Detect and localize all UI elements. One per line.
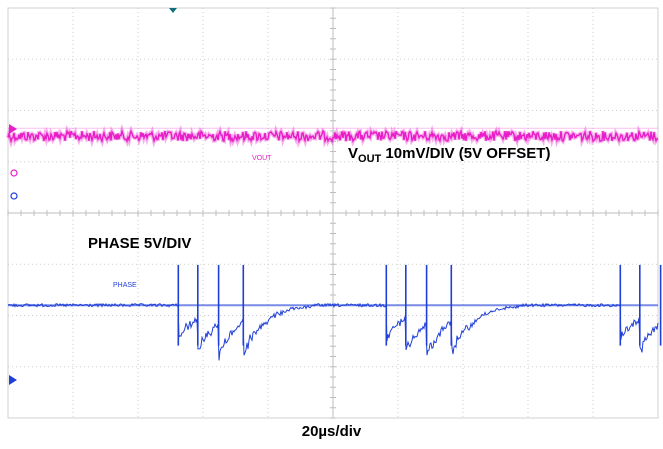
ch2-marker-icon xyxy=(10,192,18,200)
markers xyxy=(9,8,177,385)
vout-annotation-main: V xyxy=(348,145,358,162)
vout-annotation-sub: OUT xyxy=(358,153,382,165)
ch1-marker-icon xyxy=(10,169,18,177)
vout-screen-label: VOUT xyxy=(252,155,272,162)
vout-trace-band xyxy=(6,123,659,149)
x-axis-label: 20µs/div xyxy=(301,423,362,440)
ch1-trigger-level-icon xyxy=(9,124,17,134)
grid xyxy=(7,7,659,419)
vout-annotation-rest: 10mV/DIV (5V OFFSET) xyxy=(381,145,550,162)
ch2-ground-level-icon xyxy=(9,375,17,385)
vout-annotation: VOUT 10mV/DIV (5V OFFSET) xyxy=(348,145,550,165)
phase-screen-label: PHASE xyxy=(113,282,137,289)
traces xyxy=(6,123,662,361)
trigger-position-icon xyxy=(169,8,177,13)
vout-trace xyxy=(7,128,659,144)
phase-annotation: PHASE 5V/DIV xyxy=(88,235,191,252)
